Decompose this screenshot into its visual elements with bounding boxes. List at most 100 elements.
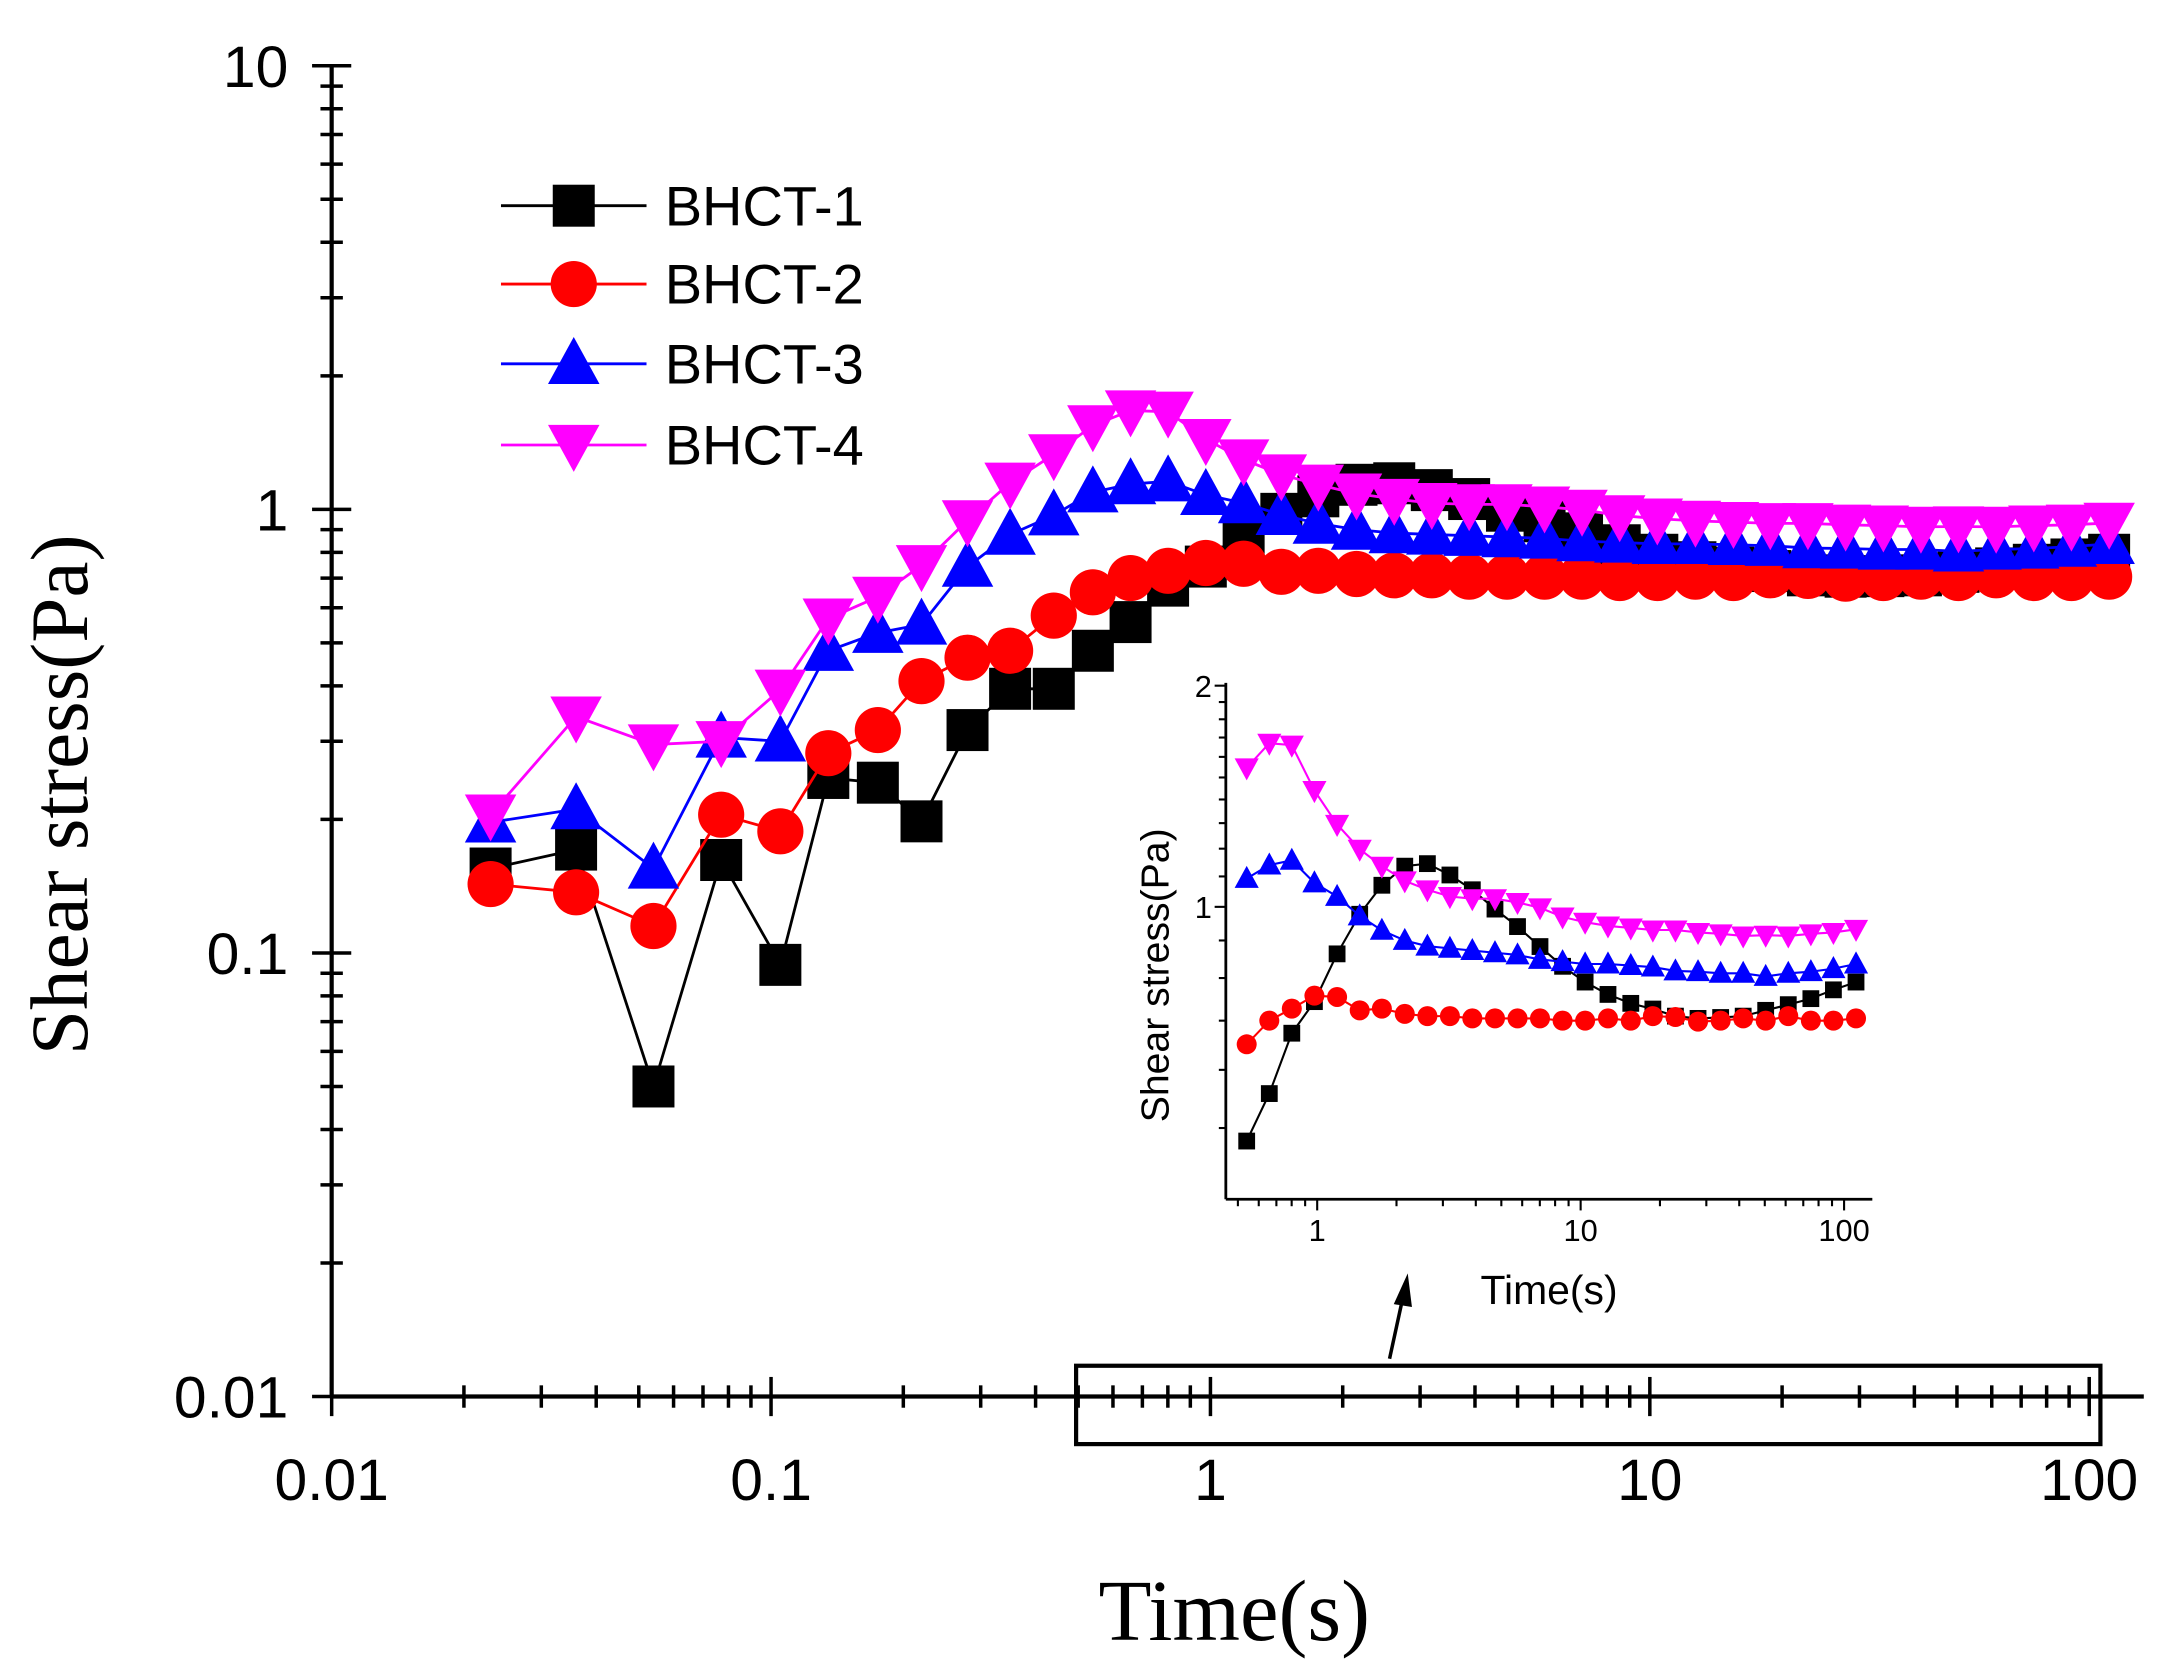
data-point: [630, 902, 677, 950]
x-tick-label: 100: [2040, 1448, 2138, 1513]
inset-data-point: [1482, 889, 1508, 912]
data-point: [1182, 539, 1229, 587]
inset-data-point: [1642, 1006, 1663, 1027]
data-point: [1819, 504, 1872, 552]
inset-data-point: [1798, 924, 1823, 947]
inset-data-point: [1234, 758, 1259, 781]
data-point: [1521, 553, 1568, 600]
data-point: [1408, 552, 1455, 599]
data-point: [1292, 496, 1345, 544]
data-point: [898, 658, 945, 705]
inset-data-point: [1843, 951, 1869, 974]
inset-data-point: [1460, 889, 1485, 912]
legend-label: BHCT-4: [665, 414, 864, 477]
data-point: [550, 696, 602, 744]
data-point: [1069, 569, 1116, 616]
inset-data-point: [1599, 986, 1617, 1003]
data-point: [467, 860, 514, 908]
inset-data-point: [1441, 866, 1459, 884]
inset-x-tick-label: 100: [1818, 1213, 1869, 1248]
legend-label: BHCT-3: [665, 332, 864, 395]
legend-item: BHCT-2: [500, 253, 864, 316]
data-point: [553, 869, 600, 916]
inset-data-point: [1802, 990, 1820, 1008]
inset-data-point: [1304, 985, 1325, 1006]
data-point: [1556, 514, 1608, 562]
data-point: [946, 709, 989, 752]
data-point: [1518, 486, 1571, 534]
inset-data-point: [1279, 735, 1304, 758]
inset-data-point: [1347, 903, 1372, 926]
inset-data-point: [1575, 1010, 1596, 1031]
data-point: [1857, 505, 1910, 553]
x-tick-label: 1: [1194, 1448, 1227, 1513]
data-point: [1672, 553, 1719, 600]
inset-data-point: [1507, 1008, 1528, 1029]
inset-data-point: [1392, 871, 1417, 894]
data-point: [856, 761, 899, 804]
data-point: [1104, 457, 1157, 505]
data-point: [1067, 405, 1119, 453]
data-point: [1142, 454, 1194, 502]
x-axis-title: Time(s): [1098, 1563, 1370, 1659]
inset-data-point: [1281, 998, 1302, 1019]
inset-data-point: [1527, 898, 1553, 921]
x-tick-label: 0.01: [274, 1448, 388, 1513]
data-point: [941, 500, 994, 548]
inset-data-point: [1325, 814, 1350, 837]
inset-data-point: [1347, 839, 1372, 862]
series-bhct-2: [467, 539, 2133, 950]
inset-data-point: [1595, 951, 1621, 974]
data-point: [1109, 601, 1152, 644]
inset-data-point: [1279, 847, 1304, 870]
inset-x-tick-label: 1: [1309, 1213, 1326, 1248]
legend-marker-triangle-up-icon: [547, 336, 600, 384]
data-point: [1330, 473, 1383, 521]
data-point: [1782, 503, 1834, 551]
inset-data-point: [1437, 935, 1462, 958]
data-point: [1744, 503, 1797, 551]
data-point: [1406, 482, 1458, 530]
inset-data-point: [1257, 852, 1282, 875]
data-point: [555, 828, 598, 871]
data-point: [1443, 508, 1495, 556]
data-point: [1145, 547, 1192, 594]
inset-chart: 1 10 100 1 2: [1195, 669, 1873, 1248]
x-tick-label: 0.1: [730, 1448, 812, 1513]
data-point: [464, 794, 517, 842]
data-point: [802, 598, 855, 646]
inset-x-tick-label: 10: [1564, 1213, 1598, 1248]
data-point: [695, 721, 747, 769]
data-point: [1895, 506, 1947, 554]
inset-data-point: [1482, 940, 1508, 963]
data-point: [1292, 464, 1345, 512]
legend-marker-circle-icon: [550, 260, 597, 308]
data-point: [1631, 498, 1684, 546]
inset-data-point: [1437, 887, 1462, 910]
data-point: [698, 791, 745, 838]
inset-data-point: [1685, 959, 1711, 982]
inset-data-point: [1394, 1003, 1415, 1024]
inset-data-point: [1462, 1008, 1483, 1029]
inset-data-point: [1640, 954, 1665, 977]
data-point: [1032, 667, 1075, 710]
inset-data-point: [1665, 1007, 1686, 1028]
inset-data-point: [1800, 1010, 1821, 1031]
inset-data-point: [1708, 924, 1733, 947]
data-point: [1180, 468, 1232, 516]
data-point: [854, 706, 901, 754]
main-axes: 0.01 0.1 1 10 100 0.01 0.1 1 10: [174, 35, 2144, 1513]
inset-data-point: [1234, 865, 1259, 888]
legend-label: BHCT-2: [665, 253, 864, 316]
data-point: [1593, 495, 1646, 543]
data-point: [1406, 507, 1458, 555]
inset-series-line: [1246, 859, 1857, 978]
data-point: [987, 627, 1034, 674]
inset-data-point: [1710, 1010, 1731, 1031]
data-point: [1669, 500, 1722, 548]
inset-data-point: [1776, 926, 1801, 949]
inset-data-point: [1238, 1132, 1256, 1150]
inset-data-point: [1505, 942, 1530, 965]
data-point: [895, 545, 948, 593]
data-point: [759, 943, 802, 986]
